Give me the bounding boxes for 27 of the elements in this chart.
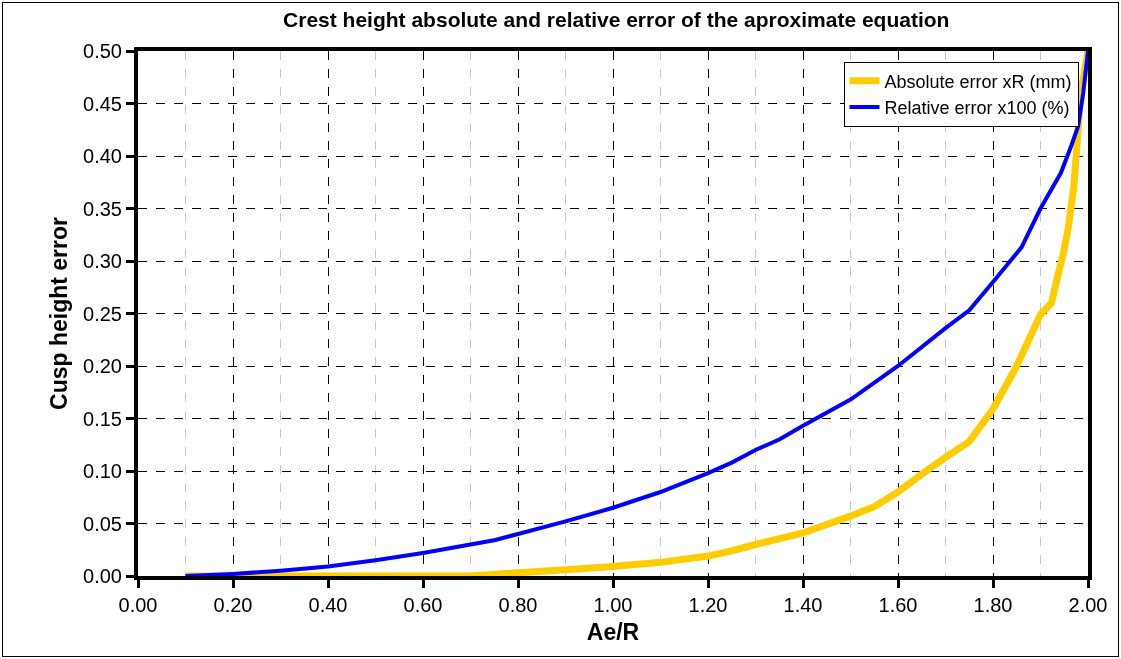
- x-tick-label: 1.60: [878, 594, 918, 616]
- y-tick-label: 0.00: [83, 565, 122, 587]
- x-tick-label: 2.00: [1068, 594, 1108, 616]
- x-tick-label: 0.80: [498, 594, 538, 616]
- legend-label: Absolute error xR (mm): [884, 71, 1072, 92]
- x-tick-label: 0.40: [308, 594, 348, 616]
- y-tick-label: 0.40: [83, 145, 122, 167]
- y-tick-label: 0.35: [83, 197, 122, 220]
- chart-title: Crest height absolute and relative error of the aproximate equation: [283, 8, 950, 32]
- y-tick-label: 0.20: [83, 355, 122, 377]
- legend-label: Relative error x100 (%): [884, 98, 1070, 119]
- y-axis-title: Cusp height error: [46, 216, 73, 410]
- x-tick-label: 1.80: [973, 594, 1013, 616]
- x-tick-label: 0.20: [213, 594, 253, 616]
- x-tick-label: 1.00: [593, 594, 633, 616]
- y-tick-label: 0.25: [83, 302, 122, 325]
- y-tick-label: 0.50: [83, 40, 122, 62]
- y-tick-label: 0.05: [83, 512, 122, 535]
- x-tick-label: 1.40: [783, 594, 823, 616]
- y-tick-label: 0.15: [83, 407, 122, 430]
- x-tick-label: 0.00: [118, 594, 158, 616]
- y-tick-label: 0.10: [83, 460, 122, 482]
- y-tick-label: 0.45: [83, 92, 122, 115]
- x-axis-title: Ae/R: [586, 619, 640, 646]
- x-tick-label: 1.20: [688, 594, 728, 616]
- y-tick-label: 0.30: [83, 250, 122, 272]
- x-tick-label: 0.60: [403, 594, 443, 616]
